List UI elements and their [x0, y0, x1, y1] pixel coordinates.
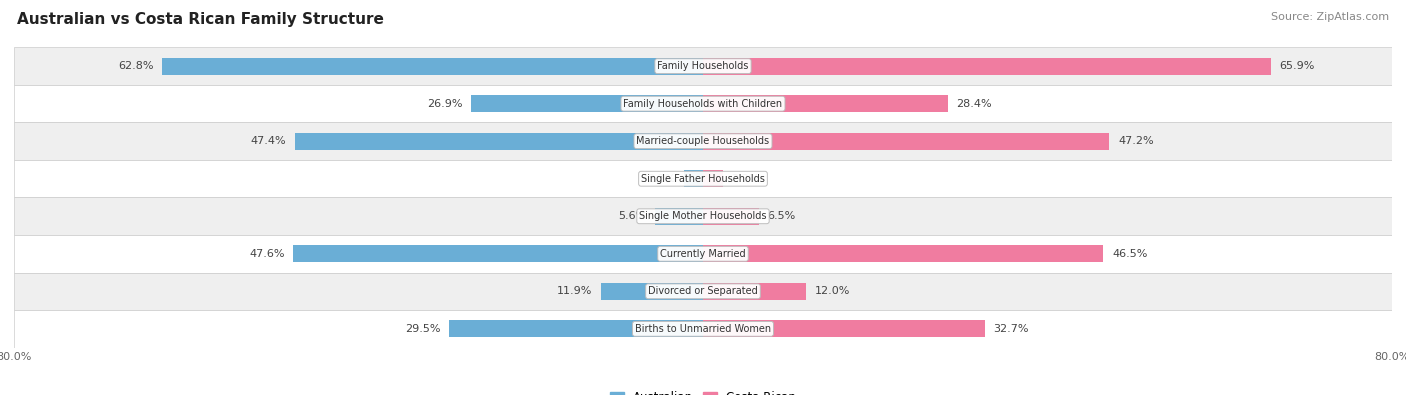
- Text: 62.8%: 62.8%: [118, 61, 153, 71]
- Bar: [14, 273, 1392, 310]
- Bar: [703, 133, 1109, 150]
- Bar: [703, 208, 759, 225]
- Bar: [703, 320, 984, 337]
- Bar: [14, 310, 1392, 348]
- Text: 6.5%: 6.5%: [768, 211, 796, 221]
- Text: 47.2%: 47.2%: [1118, 136, 1154, 146]
- Bar: [14, 160, 1392, 198]
- Bar: [655, 208, 703, 225]
- Text: Single Mother Households: Single Mother Households: [640, 211, 766, 221]
- Bar: [14, 198, 1392, 235]
- Bar: [471, 95, 703, 112]
- Bar: [14, 235, 1392, 273]
- Text: 26.9%: 26.9%: [427, 99, 463, 109]
- Bar: [600, 283, 703, 300]
- Bar: [685, 170, 703, 187]
- Bar: [703, 245, 1104, 262]
- Bar: [14, 122, 1392, 160]
- Text: 47.6%: 47.6%: [249, 249, 284, 259]
- Text: 47.4%: 47.4%: [250, 136, 287, 146]
- Text: 29.5%: 29.5%: [405, 324, 440, 334]
- Text: 11.9%: 11.9%: [557, 286, 592, 296]
- Text: Births to Unmarried Women: Births to Unmarried Women: [636, 324, 770, 334]
- Text: Single Father Households: Single Father Households: [641, 174, 765, 184]
- Text: Divorced or Separated: Divorced or Separated: [648, 286, 758, 296]
- Text: Family Households with Children: Family Households with Children: [623, 99, 783, 109]
- Text: 5.6%: 5.6%: [617, 211, 647, 221]
- Text: 12.0%: 12.0%: [815, 286, 851, 296]
- Bar: [449, 320, 703, 337]
- Text: 65.9%: 65.9%: [1279, 61, 1315, 71]
- Text: 28.4%: 28.4%: [956, 99, 991, 109]
- Bar: [162, 58, 703, 75]
- Text: Currently Married: Currently Married: [661, 249, 745, 259]
- Text: 46.5%: 46.5%: [1112, 249, 1147, 259]
- Text: 2.2%: 2.2%: [647, 174, 675, 184]
- Bar: [14, 47, 1392, 85]
- Text: Source: ZipAtlas.com: Source: ZipAtlas.com: [1271, 12, 1389, 22]
- Text: 2.3%: 2.3%: [731, 174, 759, 184]
- Bar: [14, 85, 1392, 122]
- Bar: [703, 58, 1271, 75]
- Text: Family Households: Family Households: [658, 61, 748, 71]
- Bar: [703, 95, 948, 112]
- Text: Married-couple Households: Married-couple Households: [637, 136, 769, 146]
- Text: 32.7%: 32.7%: [993, 324, 1029, 334]
- Bar: [295, 133, 703, 150]
- Bar: [292, 245, 703, 262]
- Legend: Australian, Costa Rican: Australian, Costa Rican: [606, 387, 800, 395]
- Bar: [703, 170, 723, 187]
- Bar: [703, 283, 807, 300]
- Text: Australian vs Costa Rican Family Structure: Australian vs Costa Rican Family Structu…: [17, 12, 384, 27]
